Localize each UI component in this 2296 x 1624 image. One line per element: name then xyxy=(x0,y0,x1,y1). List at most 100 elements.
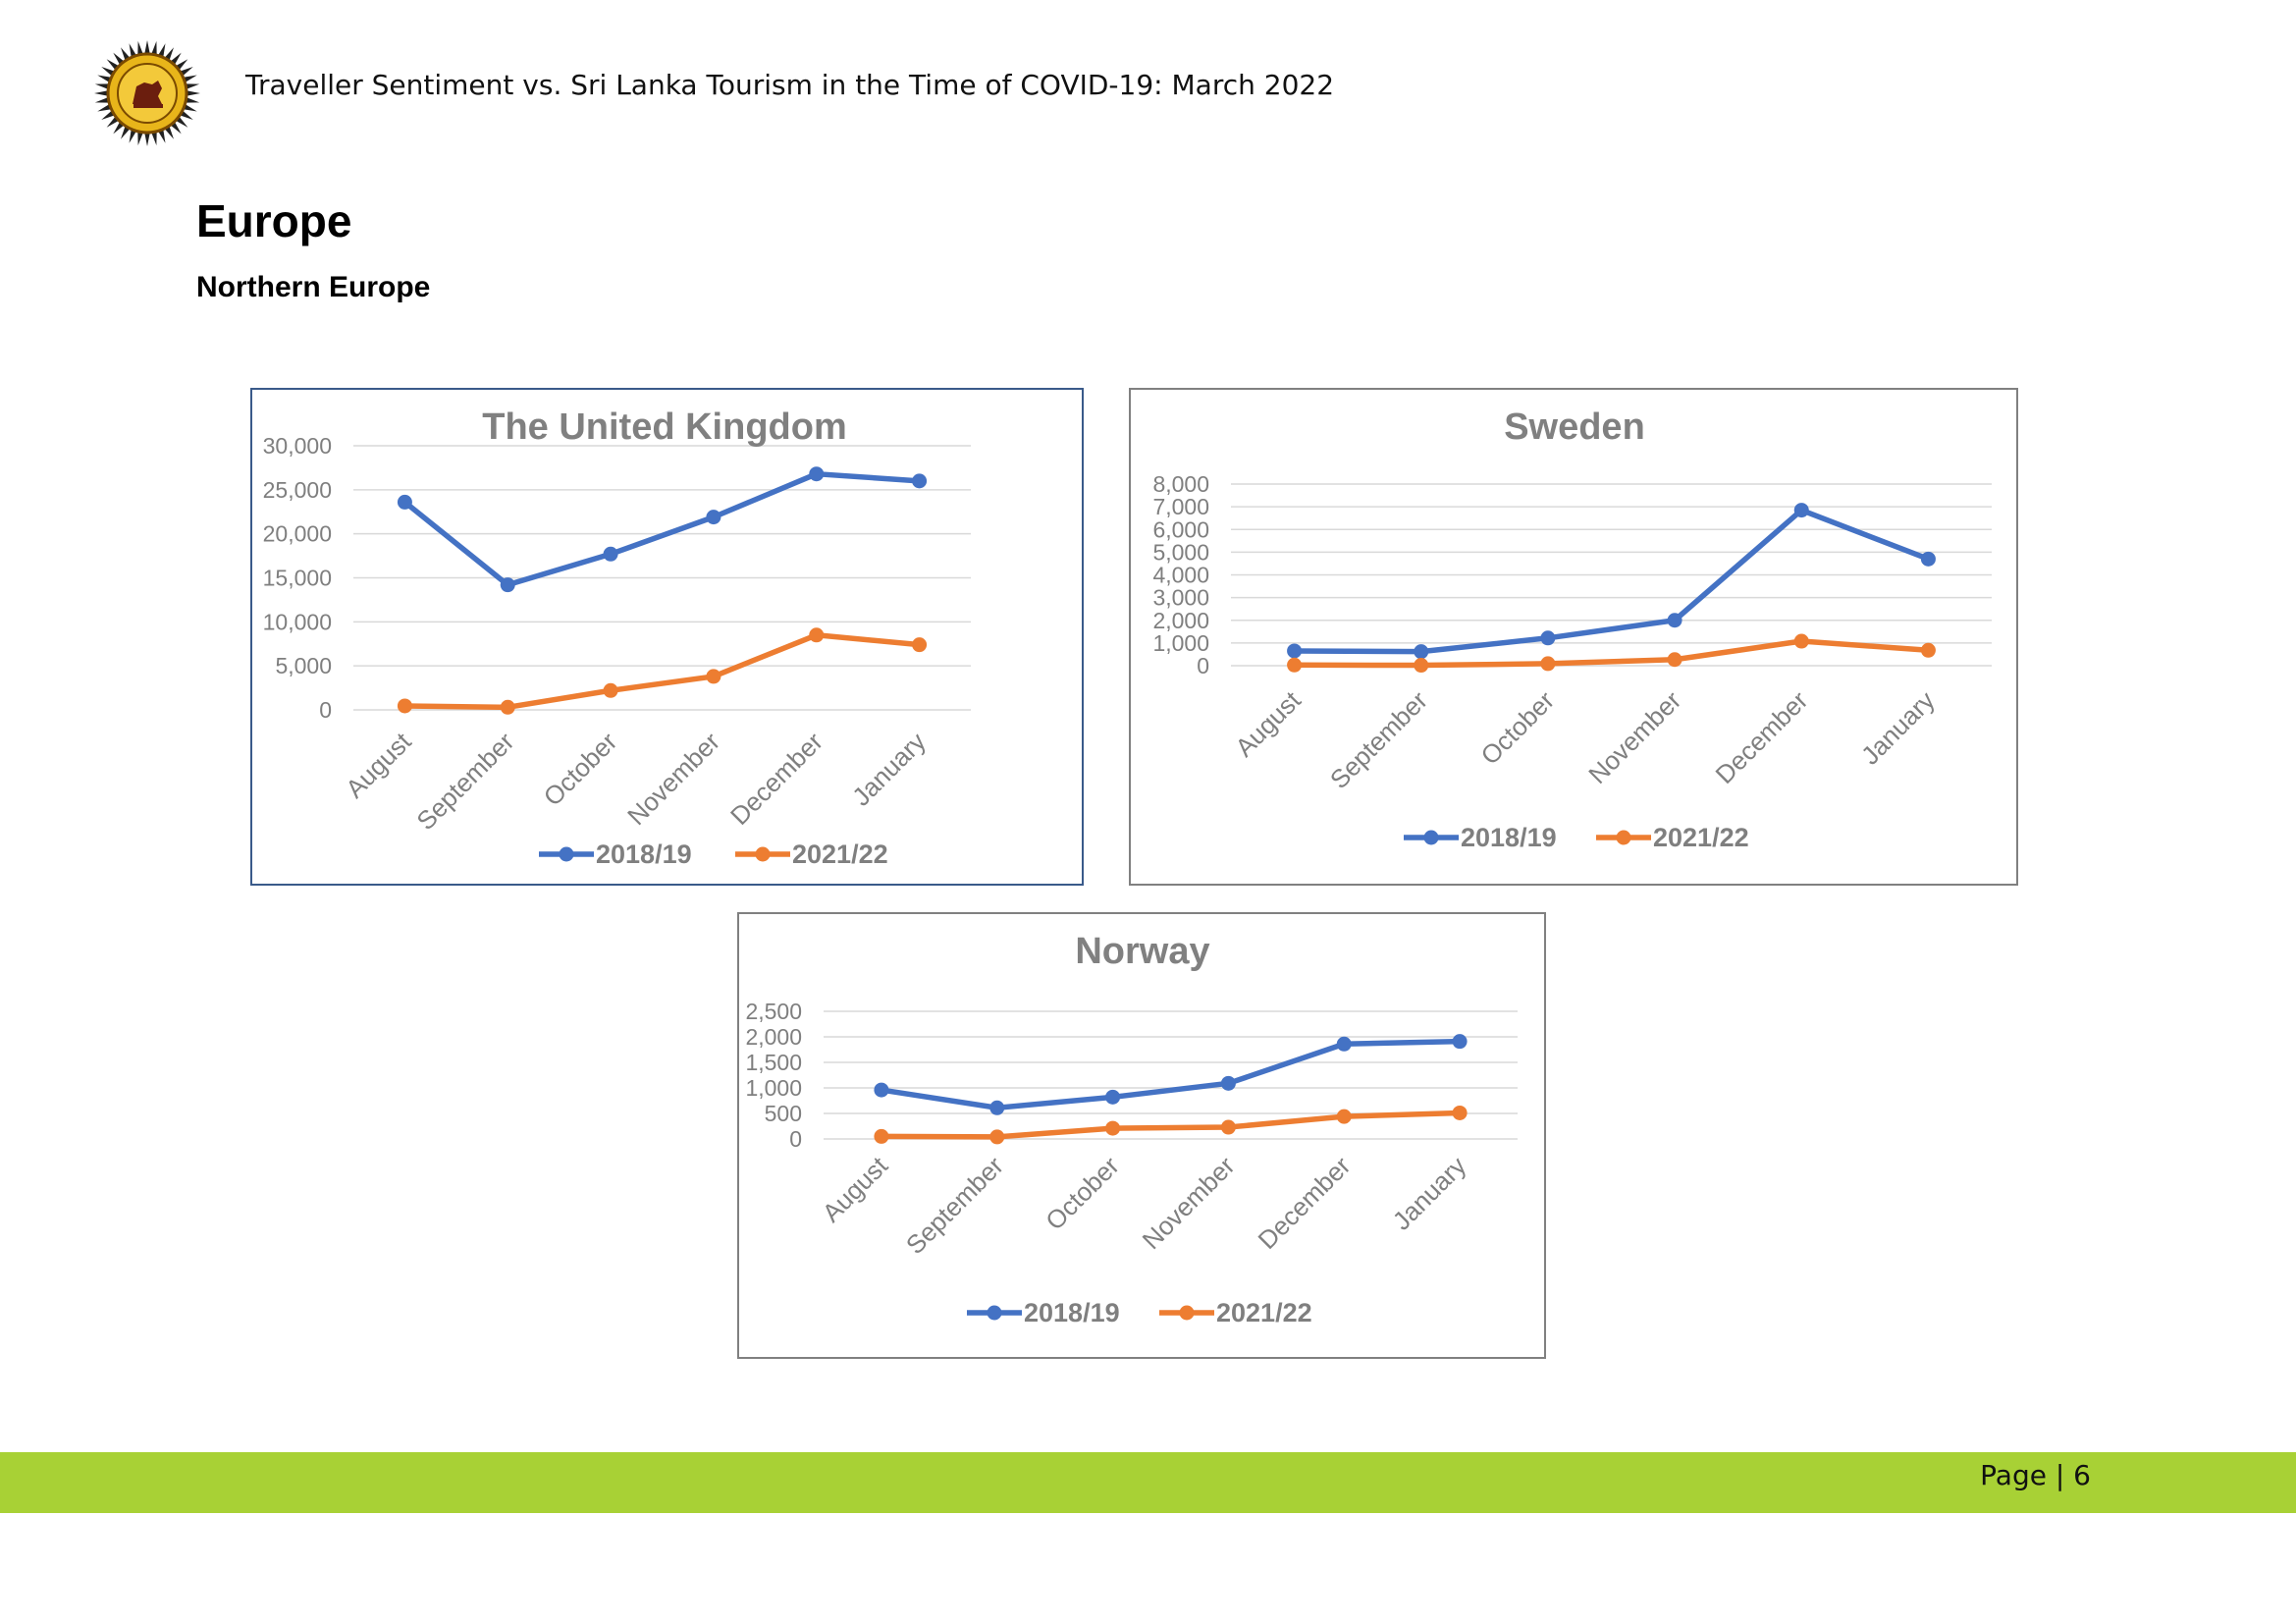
y-tick-label: 20,000 xyxy=(263,521,332,547)
y-tick-label: 500 xyxy=(765,1101,802,1126)
data-point xyxy=(1220,1119,1236,1135)
x-tick-label: January xyxy=(1855,685,1941,771)
chart-title: Sweden xyxy=(1504,406,1645,448)
legend-label: 2021/22 xyxy=(792,839,888,869)
data-point xyxy=(1452,1034,1468,1050)
section-title: Europe xyxy=(196,195,352,246)
x-tick-label: August xyxy=(340,726,417,803)
x-tick-label: August xyxy=(1229,684,1307,762)
data-point xyxy=(500,699,515,715)
legend-label: 2018/19 xyxy=(596,839,692,869)
x-tick-label: October xyxy=(538,727,623,812)
x-tick-label: September xyxy=(410,727,519,836)
legend-label: 2021/22 xyxy=(1653,823,1749,852)
x-tick-label: November xyxy=(1582,685,1686,789)
data-point xyxy=(1793,633,1809,649)
y-tick-label: 0 xyxy=(789,1126,802,1152)
data-point xyxy=(1336,1109,1352,1124)
data-point xyxy=(1667,652,1682,668)
subsection-title: Northern Europe xyxy=(196,271,431,303)
data-point xyxy=(874,1082,889,1098)
chart-norway: 0 500 1,000 1,500 2,000 2,500 Norway August Sept… xyxy=(737,912,1546,1359)
series-line-2021-22 xyxy=(881,1110,1461,1140)
data-point xyxy=(1105,1089,1121,1105)
data-point xyxy=(603,546,618,562)
data-point xyxy=(1540,630,1556,646)
series-line-2021-22 xyxy=(1294,638,1929,669)
data-point xyxy=(706,510,721,525)
data-point xyxy=(989,1100,1005,1115)
y-tick-label: 1,000 xyxy=(1152,630,1209,656)
series-line-2021-22 xyxy=(404,632,920,711)
series-line-2018-19 xyxy=(402,470,920,588)
y-tick-label: 15,000 xyxy=(263,566,332,591)
legend-swatch-marker xyxy=(559,846,574,862)
data-point xyxy=(1540,656,1556,672)
document-header-title: Traveller Sentiment vs. Sri Lanka Touris… xyxy=(245,69,1335,101)
y-tick-label: 0 xyxy=(319,697,332,723)
x-tick-label: October xyxy=(1040,1151,1125,1236)
y-tick-label: 8,000 xyxy=(1152,471,1209,497)
y-tick-label: 25,000 xyxy=(263,477,332,503)
chart-sweden: 0 1,000 2,000 3,000 4,000 5,000 6,000 7,000 8,00… xyxy=(1129,388,2018,886)
y-tick-label: 0 xyxy=(1197,653,1209,678)
data-point xyxy=(1920,642,1936,658)
y-tick-label: 7,000 xyxy=(1152,494,1209,519)
y-tick-label: 1,000 xyxy=(745,1075,802,1101)
data-point xyxy=(1287,643,1303,659)
data-point xyxy=(603,682,618,698)
legend-label: 2021/22 xyxy=(1216,1298,1312,1327)
data-point xyxy=(1287,657,1303,673)
data-point xyxy=(706,669,721,684)
legend-label: 2018/19 xyxy=(1024,1298,1120,1327)
data-point xyxy=(809,466,825,482)
data-point xyxy=(874,1128,889,1144)
x-tick-label: December xyxy=(1709,685,1813,789)
legend-swatch-marker xyxy=(1423,830,1439,845)
data-point xyxy=(1667,613,1682,628)
data-point xyxy=(397,698,412,714)
data-point xyxy=(912,637,928,653)
data-point xyxy=(1920,551,1936,567)
legend-swatch-marker xyxy=(1616,830,1631,845)
data-point xyxy=(989,1129,1005,1145)
y-tick-label: 6,000 xyxy=(1152,516,1209,542)
chart-se-svg: 01,0002,0003,0004,0005,0006,0007,0008,00… xyxy=(1152,406,1992,852)
data-point xyxy=(500,577,515,593)
data-point xyxy=(912,473,928,489)
footer-bar xyxy=(0,1452,2296,1513)
data-point xyxy=(1220,1075,1236,1091)
series-line-2018-19 xyxy=(1294,507,1930,655)
data-point xyxy=(809,627,825,643)
legend-swatch-marker xyxy=(987,1305,1002,1321)
chart-title: The United Kingdom xyxy=(482,406,847,448)
x-tick-label: September xyxy=(900,1151,1009,1260)
data-point xyxy=(397,494,412,510)
x-tick-label: November xyxy=(1137,1151,1241,1255)
x-tick-label: October xyxy=(1475,685,1561,771)
y-tick-label: 2,500 xyxy=(745,999,802,1024)
data-point xyxy=(1452,1105,1468,1120)
y-tick-label: 5,000 xyxy=(275,653,332,678)
chart-uk-svg: 0 5,000 10,000 15,000 20,000 25,000 30,000 The … xyxy=(263,406,971,869)
data-point xyxy=(1105,1120,1121,1136)
x-tick-label: November xyxy=(621,727,725,831)
legend-swatch-marker xyxy=(1179,1305,1195,1321)
legend-swatch-marker xyxy=(755,846,771,862)
y-tick-label: 1,500 xyxy=(745,1050,802,1075)
x-tick-label: January xyxy=(846,727,932,812)
y-tick-label: 10,000 xyxy=(263,609,332,634)
y-tick-label: 30,000 xyxy=(263,433,332,459)
tourism-seal-logo xyxy=(93,39,201,147)
y-tick-label: 4,000 xyxy=(1152,563,1209,588)
data-point xyxy=(1414,658,1429,674)
x-tick-label: September xyxy=(1324,685,1433,794)
x-tick-label: January xyxy=(1387,1151,1472,1236)
chart-title: Norway xyxy=(1075,931,1209,972)
x-tick-label: December xyxy=(1252,1151,1356,1255)
x-tick-label: December xyxy=(724,727,828,831)
data-point xyxy=(1414,644,1429,660)
y-tick-label: 2,000 xyxy=(745,1024,802,1050)
data-point xyxy=(1793,503,1809,518)
